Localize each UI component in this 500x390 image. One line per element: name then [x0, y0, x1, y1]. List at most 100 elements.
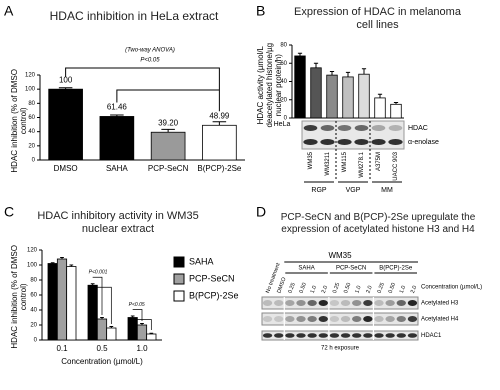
- bar: [390, 103, 402, 119]
- error-bar: [377, 93, 383, 98]
- blot-band: [320, 139, 335, 145]
- blot-band: [337, 125, 352, 131]
- bar: [136, 324, 148, 341]
- blot-band: [363, 300, 373, 306]
- group-label: VGP: [346, 187, 361, 194]
- x-tick-label: WM115: [342, 151, 348, 172]
- x-tick-label: WM3211: [325, 151, 331, 175]
- y-tick-label: 120: [27, 248, 38, 254]
- panel-letter: A: [4, 3, 14, 19]
- error-bar: [361, 68, 367, 75]
- blot-band: [371, 139, 386, 145]
- value-label: 100: [59, 75, 73, 84]
- blot-band: [303, 125, 318, 131]
- panel-letter: B: [256, 3, 265, 19]
- group-label: PCP-SeCN: [336, 266, 366, 272]
- bar: [150, 131, 186, 161]
- y-tick-label: 40: [280, 79, 287, 85]
- blot-row-label: α-enolase: [408, 139, 439, 146]
- blot-band: [354, 139, 369, 145]
- blot-band: [307, 316, 317, 322]
- y-tick-label: 60: [280, 61, 287, 67]
- x-tick-label: 0.1: [56, 344, 68, 353]
- y-tick-label: 20: [280, 97, 287, 103]
- bar: [56, 258, 68, 341]
- blot-band: [352, 300, 362, 306]
- blot-band: [318, 316, 328, 322]
- y-axis-label: HDAC inhibition (% of DMSO control): [10, 245, 28, 349]
- bar: [96, 318, 108, 341]
- lane-label: 0.25: [377, 282, 386, 294]
- blot-band: [374, 316, 384, 322]
- group-label: MM: [381, 187, 393, 194]
- error-bar: [60, 257, 64, 259]
- lane-label: 0.50: [343, 282, 352, 294]
- x-axis-label: Concentration (µmol/L): [61, 357, 143, 366]
- panel-title: PCP-SeCN and B(PCP)-2Se upregulate the e…: [280, 212, 476, 235]
- y-tick-label: 100: [27, 263, 38, 269]
- error-bar: [297, 52, 303, 56]
- blot-band: [385, 300, 395, 306]
- error-bar: [313, 62, 319, 68]
- annotation: P<0.05: [129, 302, 145, 308]
- blot-row-label: HDAC1: [421, 333, 442, 339]
- blot-row-label: HDAC: [408, 125, 428, 132]
- blot-band: [388, 139, 403, 145]
- error-bar: [393, 101, 399, 105]
- y-tick-label: 0: [284, 116, 288, 122]
- y-tick-label: 100: [25, 87, 36, 93]
- blot-band: [285, 333, 295, 338]
- legend-swatch: [173, 273, 185, 285]
- legend-label: B(PCP)-2Se: [189, 290, 239, 300]
- x-tick-label: SAHA: [106, 164, 128, 173]
- y-tick-label: 0: [32, 158, 36, 164]
- y-tick-label: 0: [34, 338, 38, 344]
- significance-bracket: [132, 309, 152, 330]
- blot-band: [262, 300, 273, 306]
- y-axis-label: HDAC activity (µmol/L deacetylated histo…: [255, 42, 283, 128]
- y-tick-label: 120: [25, 73, 36, 79]
- x-tick-label: 1.0: [136, 344, 148, 353]
- value-label: 39.20: [158, 118, 179, 127]
- blot-band: [307, 333, 317, 338]
- annotation: (Two-way ANOVA): [125, 48, 175, 54]
- bar: [358, 73, 370, 119]
- blot: [261, 312, 419, 326]
- blot-band: [354, 125, 369, 131]
- lane-label: 0.50: [299, 282, 308, 294]
- error-bar: [161, 128, 175, 133]
- blot-band: [396, 333, 406, 338]
- error-bar: [130, 315, 135, 318]
- y-tick-label: 40: [28, 129, 35, 135]
- bar: [326, 74, 338, 119]
- bar: [127, 317, 138, 341]
- lane-label: 2.0: [365, 285, 373, 294]
- blot-band: [329, 316, 340, 322]
- blot-band: [318, 300, 328, 306]
- blot-band: [374, 333, 384, 338]
- lane-label: 2.0: [321, 285, 329, 294]
- blot-band: [407, 333, 418, 338]
- blot-band: [340, 300, 351, 306]
- legend-label: PCP-SeCN: [189, 273, 235, 283]
- concentration-label: Concentration (µmol/L): [421, 285, 482, 291]
- blot-band: [340, 333, 351, 338]
- y-axis-label: HDAC inhibition (% of DMSO control): [10, 69, 28, 173]
- footer-label: 72 h exposure: [321, 346, 360, 352]
- error-bar: [140, 323, 144, 325]
- significance-bracket: [92, 276, 112, 324]
- group-label: SAHA: [298, 266, 314, 272]
- blot-band: [262, 316, 273, 322]
- annotation: P<0.05: [140, 58, 160, 64]
- x-tick-label: HeLa: [274, 121, 291, 128]
- error-bar: [345, 71, 351, 77]
- panel-title: HDAC inhibition in HeLa extract: [49, 9, 219, 23]
- blot-band: [340, 316, 351, 322]
- blot-row-label: Acetylated H3: [421, 301, 459, 307]
- blot-band: [320, 125, 335, 131]
- blot-row-label: Acetylated H4: [421, 317, 459, 323]
- blot: [261, 296, 419, 310]
- blot-band: [363, 316, 373, 322]
